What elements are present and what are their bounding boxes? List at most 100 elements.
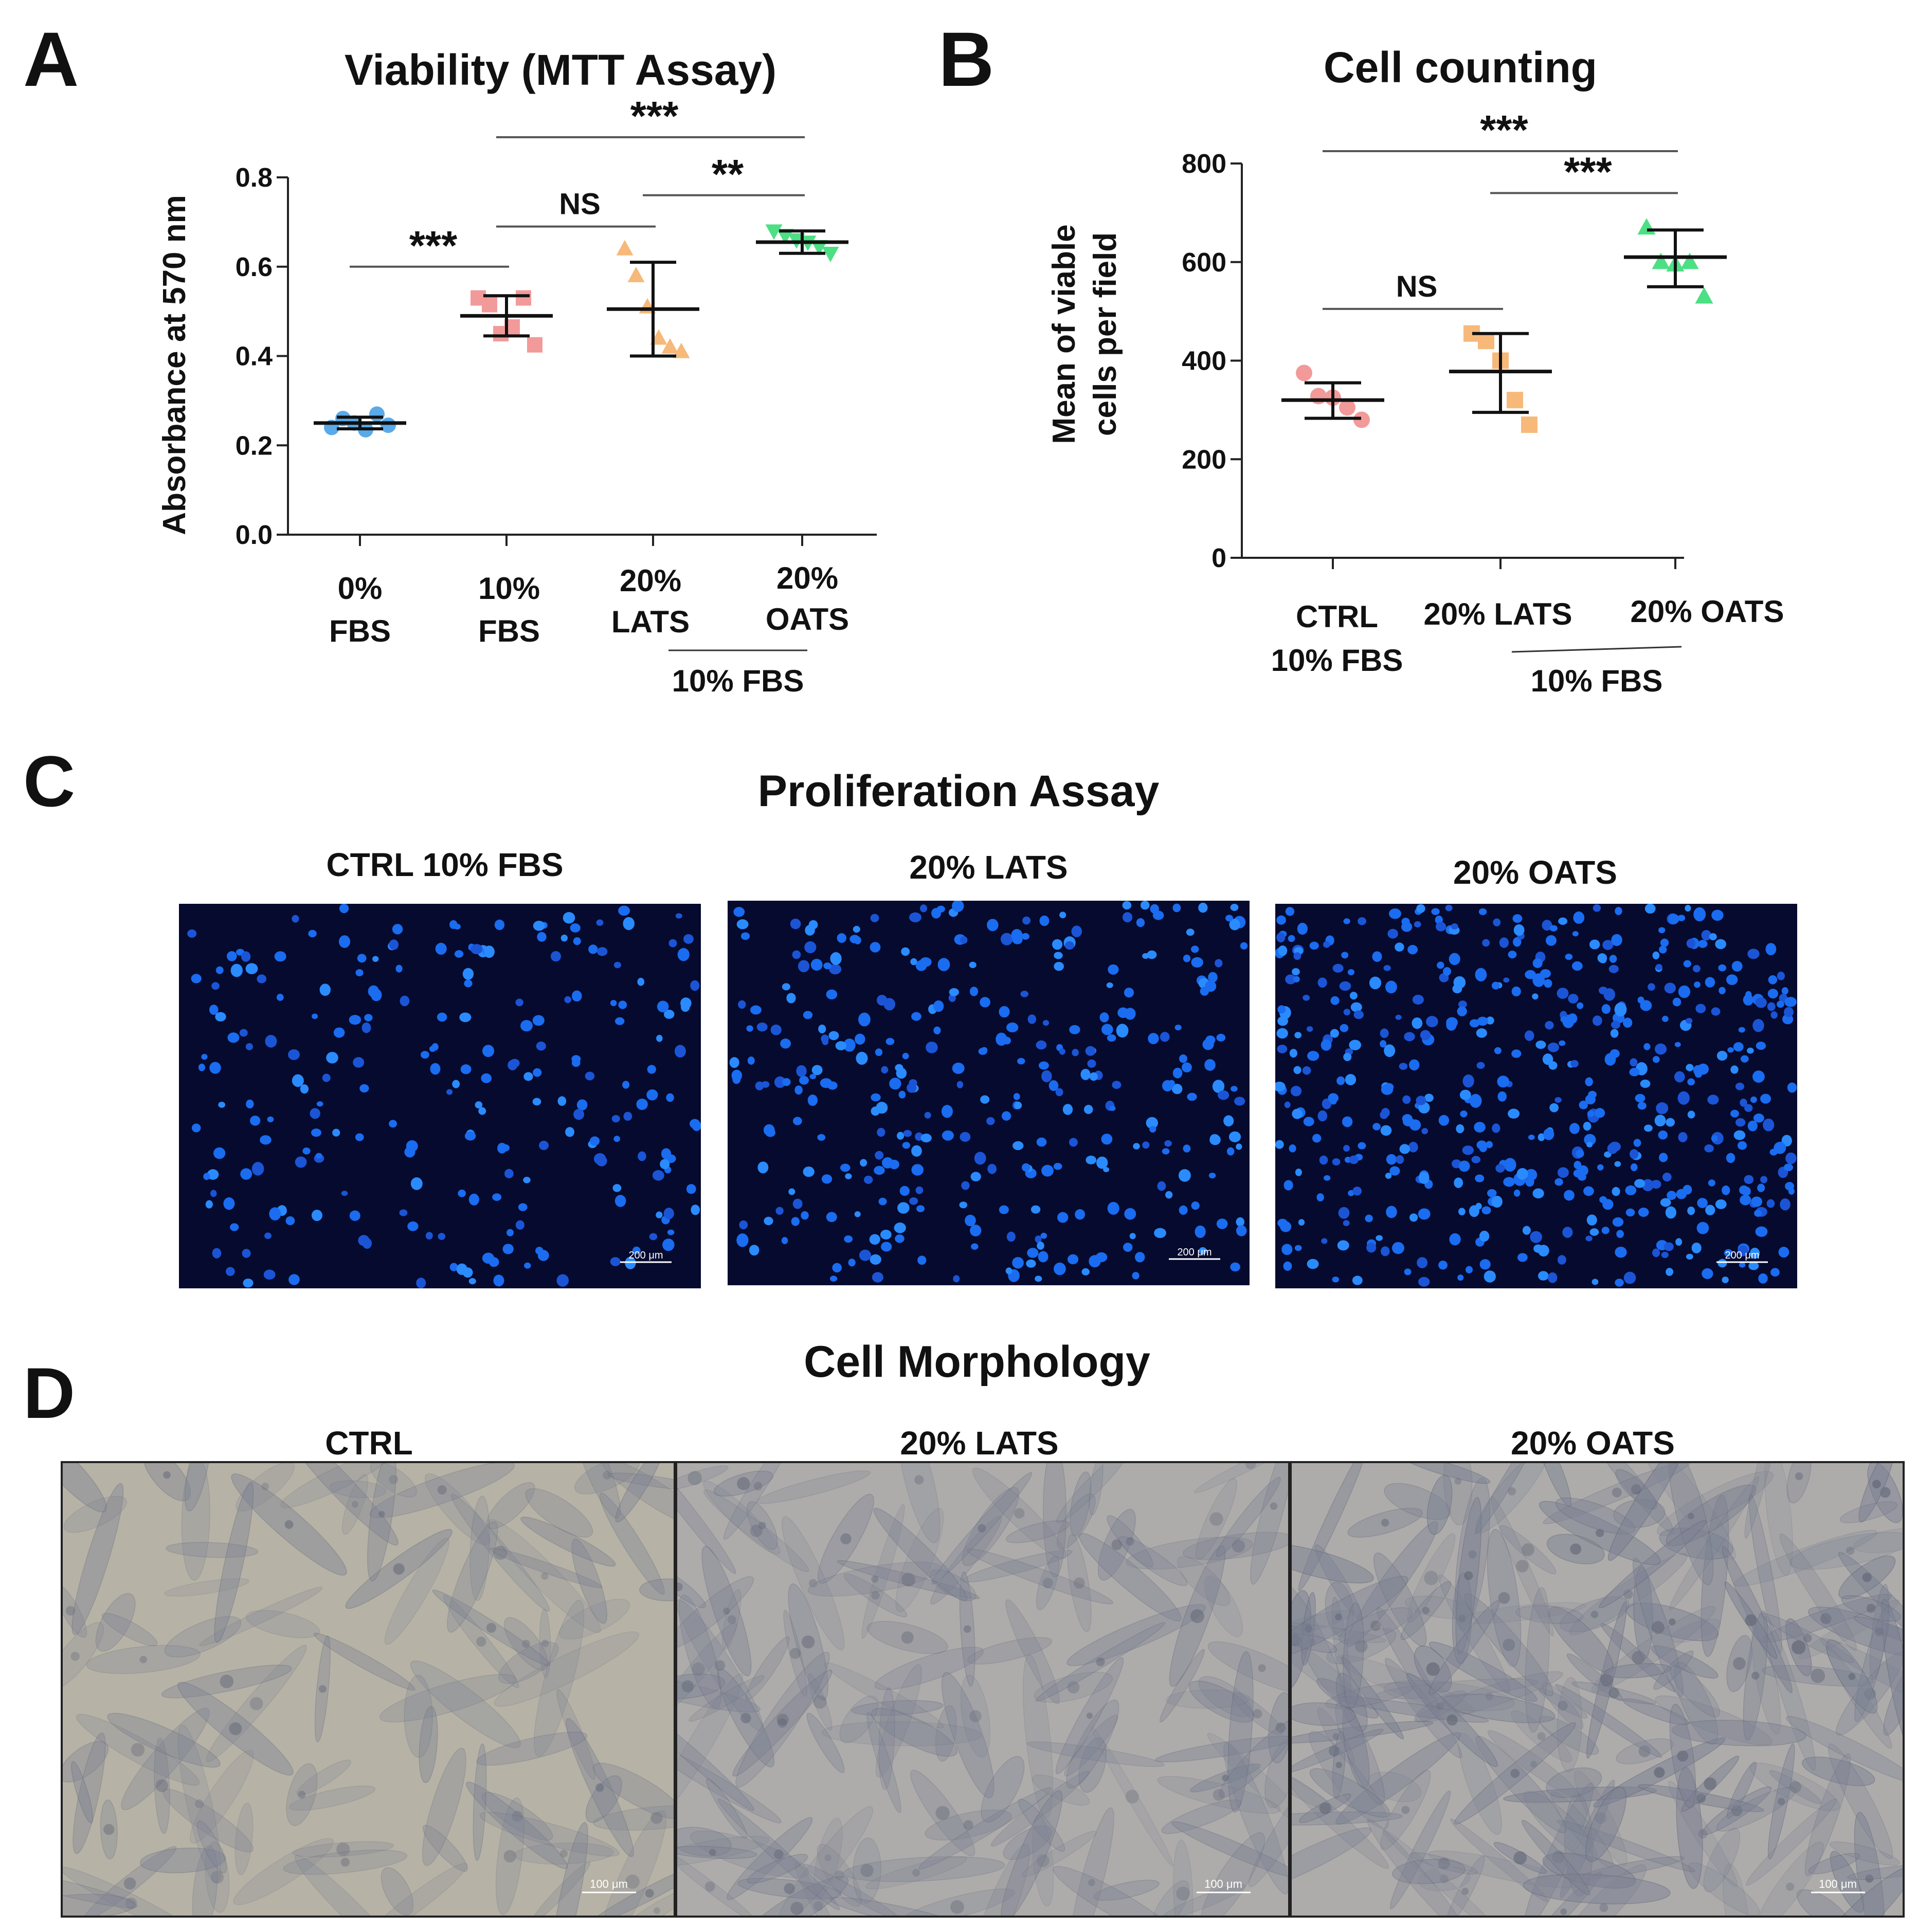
cell-shape [1375,1678,1539,1699]
nucleus [471,944,483,955]
nucleus [264,1232,272,1240]
nucleus [903,1129,912,1137]
cell-shape [1829,1841,1900,1866]
nucleus [798,960,810,973]
cell-shape [1542,1682,1584,1729]
cell-nucleus [1668,1618,1676,1626]
nucleus [406,1140,418,1152]
nucleus [796,1065,807,1078]
cell-shape [1032,1774,1090,1806]
nucleus [1416,904,1425,913]
panel-letter-d: D [23,1353,76,1433]
panel-letter-a: A [23,16,79,102]
cell-shape [190,1749,254,1844]
x-tick-label: LATS [611,605,690,639]
data-point [1296,364,1312,381]
nucleus [311,1210,322,1222]
cell-shape [503,1617,548,1671]
cell-shape [476,1731,588,1766]
nucleus [1666,1118,1675,1127]
x-tick-label: 0% [338,571,383,606]
nucleus [1715,939,1726,950]
nucleus [1027,1014,1037,1024]
nucleus [926,1042,938,1053]
cell-shape [895,1508,944,1612]
nucleus [1730,1109,1739,1118]
nucleus [1686,1253,1693,1260]
nucleus [1557,988,1569,999]
nucleus [1054,962,1064,971]
nucleus [805,924,815,936]
nucleus [1294,1245,1302,1251]
nucleus [614,1017,625,1025]
nucleus [310,1108,320,1119]
nucleus [1039,915,1050,926]
x-tick-label: OATS [766,602,849,636]
fluorescence-image-lats: 200 μm [728,901,1250,1285]
cell-shape [931,1472,1033,1585]
cell-shape [71,1483,124,1635]
nucleus [482,1045,495,1058]
nucleus [911,1145,922,1157]
cell-nucleus [1275,1722,1286,1733]
cell-shape [154,1737,170,1834]
data-point [1478,333,1494,350]
nucleus [1528,1135,1535,1140]
brightfield-cells: 100 μm [677,1463,1288,1916]
cell-nucleus [1439,1874,1449,1884]
nucleus [1303,1117,1314,1126]
nucleus [1727,1047,1734,1053]
nucleus [1601,1227,1609,1234]
nucleus [1183,954,1191,962]
nucleus [1476,1062,1485,1069]
cell-nucleus [1329,1745,1340,1757]
nucleus [1630,1149,1639,1159]
nucleus [911,1164,924,1176]
cell-nucleus [194,1799,204,1809]
cell-shape [1078,1737,1107,1793]
cell-shape [465,1781,568,1869]
nucleus [1426,1016,1438,1028]
cell-shape [1069,1807,1114,1916]
nucleus [1716,1050,1728,1061]
cell-shape [525,1488,593,1538]
nucleus [1421,1128,1428,1135]
cell-shape [817,1844,862,1907]
cell-nucleus [969,1710,982,1722]
nucleus [1594,1108,1605,1118]
cell-shape [1854,1607,1890,1722]
cell-shape [1847,1863,1903,1880]
nucleus [667,1229,675,1235]
nucleus [1054,1262,1066,1275]
cell-shape [384,1538,449,1645]
nucleus [1407,944,1418,955]
nucleus [792,1198,803,1209]
cell-shape [1005,1520,1070,1543]
nucleus [1749,1247,1760,1259]
nucleus [1668,914,1679,924]
nucleus [999,1205,1009,1214]
cell-shape [677,1565,706,1608]
nucleus [1095,1252,1108,1263]
nucleus [1479,1259,1491,1270]
panel-title-c: Proliferation Assay [757,767,1160,816]
nucleus [881,1066,889,1074]
cell-shape [101,1613,158,1646]
cell-nucleus [834,1870,844,1881]
nucleus [1036,1137,1047,1147]
scale-bar-label: 100 μm [590,1878,628,1890]
nucleus [1387,928,1398,939]
cell-shape [367,1463,396,1582]
cell-nucleus [1258,1664,1266,1672]
cell-shape [861,1504,905,1639]
nucleus [285,1216,295,1226]
nucleus [260,1135,272,1145]
cell-nucleus [1370,1620,1381,1631]
cell-shape [677,1673,761,1713]
nucleus [870,942,881,953]
cell-shape [1056,1493,1096,1550]
nucleus [959,1201,968,1209]
nucleus [1735,1118,1746,1127]
cell-shape [1656,1471,1774,1536]
